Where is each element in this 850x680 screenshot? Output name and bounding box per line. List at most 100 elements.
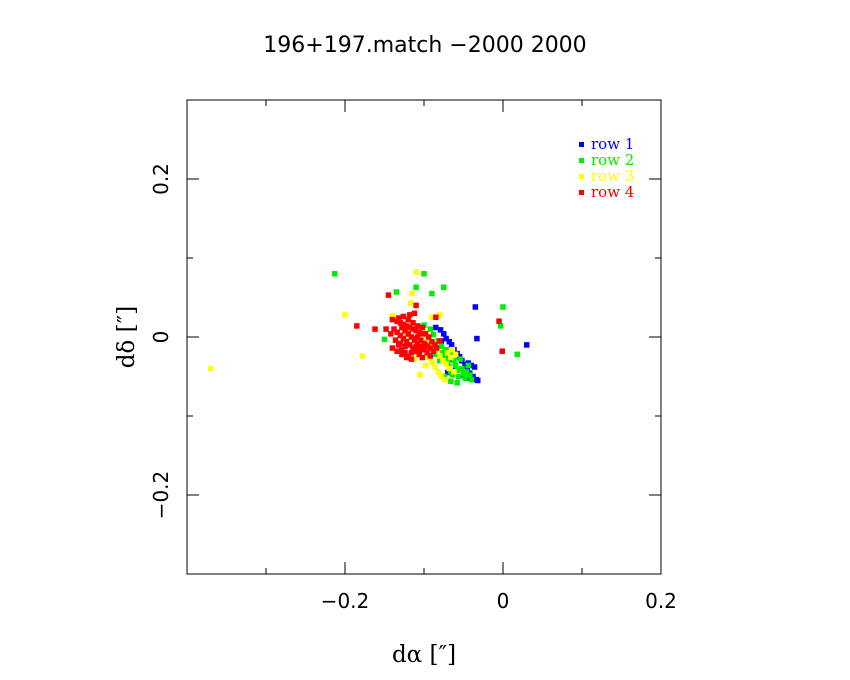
data-point	[407, 312, 413, 318]
data-point	[452, 351, 459, 358]
data-point	[448, 354, 454, 361]
data-point	[427, 345, 434, 351]
data-point	[422, 362, 429, 369]
data-point	[397, 332, 404, 339]
data-point	[440, 357, 446, 364]
data-point	[342, 312, 348, 318]
legend-label: row 4	[591, 183, 634, 201]
data-point	[389, 345, 396, 351]
data-point	[359, 353, 366, 359]
data-point	[405, 331, 411, 337]
data-point	[418, 337, 424, 343]
data-point	[432, 364, 438, 370]
data-point	[421, 271, 427, 277]
data-point	[413, 302, 419, 309]
data-point	[441, 376, 448, 383]
data-point	[397, 340, 404, 347]
data-point	[403, 323, 410, 329]
data-point	[399, 324, 405, 331]
data-point	[429, 338, 435, 345]
x-axis-label: dα [″]	[392, 642, 456, 668]
data-point	[413, 343, 419, 350]
data-point	[448, 342, 455, 348]
legend-marker	[579, 190, 584, 195]
chart-title: 196+197.match −2000 2000	[263, 33, 586, 58]
x-tick-label: −0.2	[321, 589, 370, 613]
data-point	[394, 348, 400, 354]
data-point	[402, 350, 408, 356]
x-tick-label: 0.2	[645, 589, 677, 613]
data-point	[474, 335, 480, 342]
data-point	[395, 315, 402, 321]
data-point	[354, 323, 360, 329]
data-point	[392, 337, 399, 343]
data-point	[468, 376, 475, 383]
y-tick-label: −0.2	[149, 471, 173, 520]
data-point	[443, 335, 449, 342]
data-point	[413, 269, 419, 275]
data-point	[393, 289, 400, 295]
data-point	[437, 312, 443, 318]
data-point	[446, 338, 453, 345]
data-point	[405, 316, 411, 323]
data-point	[433, 348, 440, 354]
data-point	[400, 313, 407, 320]
data-point	[419, 354, 426, 361]
legend-label: row 3	[591, 167, 634, 185]
data-point	[463, 369, 470, 375]
data-point	[413, 327, 419, 334]
data-point	[391, 326, 397, 332]
data-point	[444, 350, 451, 356]
data-point	[389, 312, 396, 319]
data-point	[410, 345, 416, 351]
data-point	[416, 351, 423, 358]
data-point	[470, 373, 476, 380]
data-point	[427, 326, 434, 332]
data-point	[402, 343, 408, 350]
data-point	[438, 343, 445, 350]
data-point	[441, 331, 447, 337]
data-point	[372, 326, 378, 332]
data-point	[446, 365, 453, 372]
series-1	[433, 304, 530, 384]
data-point	[394, 318, 400, 324]
data-point	[381, 336, 388, 343]
data-point	[449, 346, 456, 353]
legend-marker	[579, 142, 584, 147]
data-point	[460, 370, 467, 377]
data-point	[429, 290, 435, 297]
data-point	[438, 373, 445, 380]
data-point	[418, 346, 424, 353]
data-point	[454, 367, 460, 373]
data-point	[435, 369, 441, 375]
data-point	[437, 357, 443, 364]
data-point	[407, 324, 413, 331]
data-point	[394, 329, 400, 336]
data-point	[497, 323, 504, 329]
data-point	[389, 316, 396, 323]
data-point	[399, 346, 405, 353]
data-point	[429, 314, 435, 320]
data-point	[452, 362, 459, 369]
data-point	[430, 331, 437, 338]
data-point	[467, 372, 473, 378]
data-point	[408, 350, 415, 356]
data-point	[437, 327, 444, 333]
data-point	[496, 318, 502, 324]
data-point	[413, 348, 419, 354]
y-tick-label: 0.2	[149, 163, 173, 195]
data-point	[397, 320, 404, 326]
data-point	[499, 348, 505, 354]
data-point	[500, 304, 506, 310]
data-point	[411, 356, 418, 362]
data-point	[422, 342, 429, 348]
data-points	[207, 269, 530, 386]
data-point	[430, 348, 437, 354]
data-point	[514, 351, 520, 358]
legend-label: row 1	[591, 135, 634, 153]
data-point	[457, 356, 464, 362]
data-point	[403, 338, 410, 345]
data-point	[385, 292, 392, 298]
data-point	[207, 365, 214, 372]
